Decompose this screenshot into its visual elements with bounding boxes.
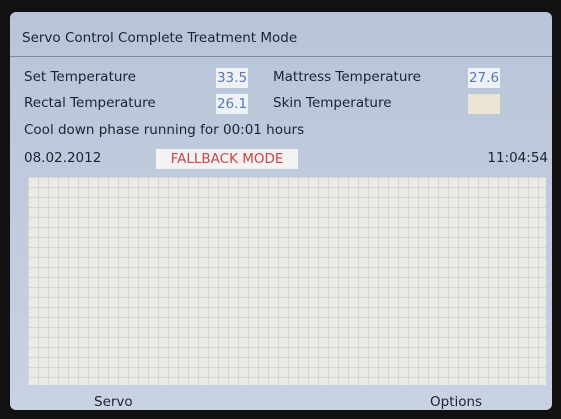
- title: Servo Control Complete Treatment Mode: [22, 30, 297, 46]
- time: 11:04:54: [487, 150, 548, 166]
- field-value-empty: [468, 94, 500, 114]
- options-button[interactable]: Options: [430, 394, 482, 410]
- title-rule: [10, 56, 552, 57]
- servo-button[interactable]: Servo: [94, 394, 133, 410]
- field-label: Rectal Temperature: [24, 95, 156, 111]
- mode-badge: FALLBACK MODE: [156, 149, 298, 169]
- field-value: 33.5: [216, 68, 248, 88]
- field-label: Skin Temperature: [273, 95, 392, 111]
- plot-area: [28, 177, 546, 385]
- field-value: 27.6: [468, 68, 500, 88]
- date: 08.02.2012: [24, 150, 101, 166]
- field-value: 26.1: [216, 94, 248, 114]
- field-label: Mattress Temperature: [273, 69, 421, 85]
- screen: Servo Control Complete Treatment Mode Se…: [10, 12, 552, 410]
- page: Servo Control Complete Treatment Mode Se…: [0, 0, 561, 419]
- status: Cool down phase running for 00:01 hours: [24, 122, 304, 138]
- field-label: Set Temperature: [24, 69, 136, 85]
